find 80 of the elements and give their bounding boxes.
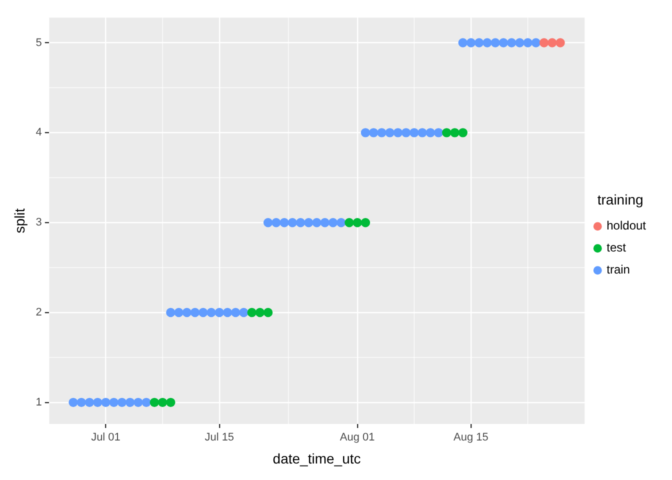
point <box>158 398 168 408</box>
point <box>458 128 468 138</box>
point <box>280 218 289 228</box>
point <box>142 398 151 408</box>
point <box>352 218 362 228</box>
point <box>385 128 394 138</box>
point <box>450 128 460 138</box>
y-tick-label: 2 <box>36 306 42 319</box>
point <box>531 38 541 48</box>
point <box>182 308 192 318</box>
point <box>166 398 176 408</box>
point <box>320 218 330 228</box>
point <box>442 128 452 138</box>
point <box>109 398 118 408</box>
point <box>368 128 378 138</box>
point <box>434 128 444 138</box>
point <box>263 308 273 318</box>
point <box>304 218 314 228</box>
x-tick-label: Jul 01 <box>91 432 120 444</box>
legend-label: test <box>606 240 627 255</box>
point <box>117 398 127 408</box>
point <box>214 308 224 318</box>
point <box>247 308 256 318</box>
point <box>498 38 508 48</box>
point <box>523 38 532 48</box>
legend-label: holdout <box>606 218 647 233</box>
point <box>328 218 338 228</box>
point <box>288 218 298 228</box>
y-tick-label: 1 <box>36 396 42 408</box>
point <box>556 38 565 48</box>
point <box>68 398 78 408</box>
point <box>377 128 386 138</box>
legend-title: training <box>597 191 644 208</box>
point <box>466 38 476 48</box>
point <box>418 128 427 138</box>
point <box>150 398 160 408</box>
point <box>474 38 484 48</box>
y-tick-label: 3 <box>36 216 42 229</box>
point <box>539 38 549 48</box>
x-tick-label: Jul 15 <box>204 432 234 444</box>
point <box>296 218 306 228</box>
x-tick-label: Aug 01 <box>340 432 375 444</box>
point <box>393 128 403 138</box>
point <box>231 308 240 318</box>
point <box>426 128 436 138</box>
point <box>198 308 208 318</box>
point <box>272 218 281 228</box>
point <box>93 398 102 408</box>
point <box>125 398 135 408</box>
point <box>344 218 354 228</box>
x-tick-label: Aug 15 <box>454 432 488 444</box>
point <box>482 38 492 48</box>
point <box>312 218 322 228</box>
point <box>410 128 419 138</box>
y-tick-label: 4 <box>36 126 42 139</box>
point <box>336 218 346 228</box>
point <box>263 218 273 228</box>
point <box>190 308 200 318</box>
point <box>401 128 411 138</box>
point <box>166 308 176 318</box>
legend-label: train <box>606 262 630 277</box>
point <box>360 128 370 138</box>
point <box>76 398 86 408</box>
point <box>206 308 216 318</box>
x-axis-title: date_time_utc <box>272 450 361 466</box>
point <box>239 308 248 318</box>
point <box>84 398 94 408</box>
point <box>548 38 557 48</box>
y-tick-label: 5 <box>36 36 42 49</box>
point <box>222 308 232 318</box>
point <box>506 38 516 48</box>
y-axis-title: split <box>11 208 28 234</box>
point <box>490 38 500 48</box>
point <box>255 308 265 318</box>
point <box>458 38 468 48</box>
point <box>360 218 370 228</box>
point <box>515 38 524 48</box>
point <box>101 398 110 408</box>
point <box>174 308 184 318</box>
point <box>134 398 143 408</box>
